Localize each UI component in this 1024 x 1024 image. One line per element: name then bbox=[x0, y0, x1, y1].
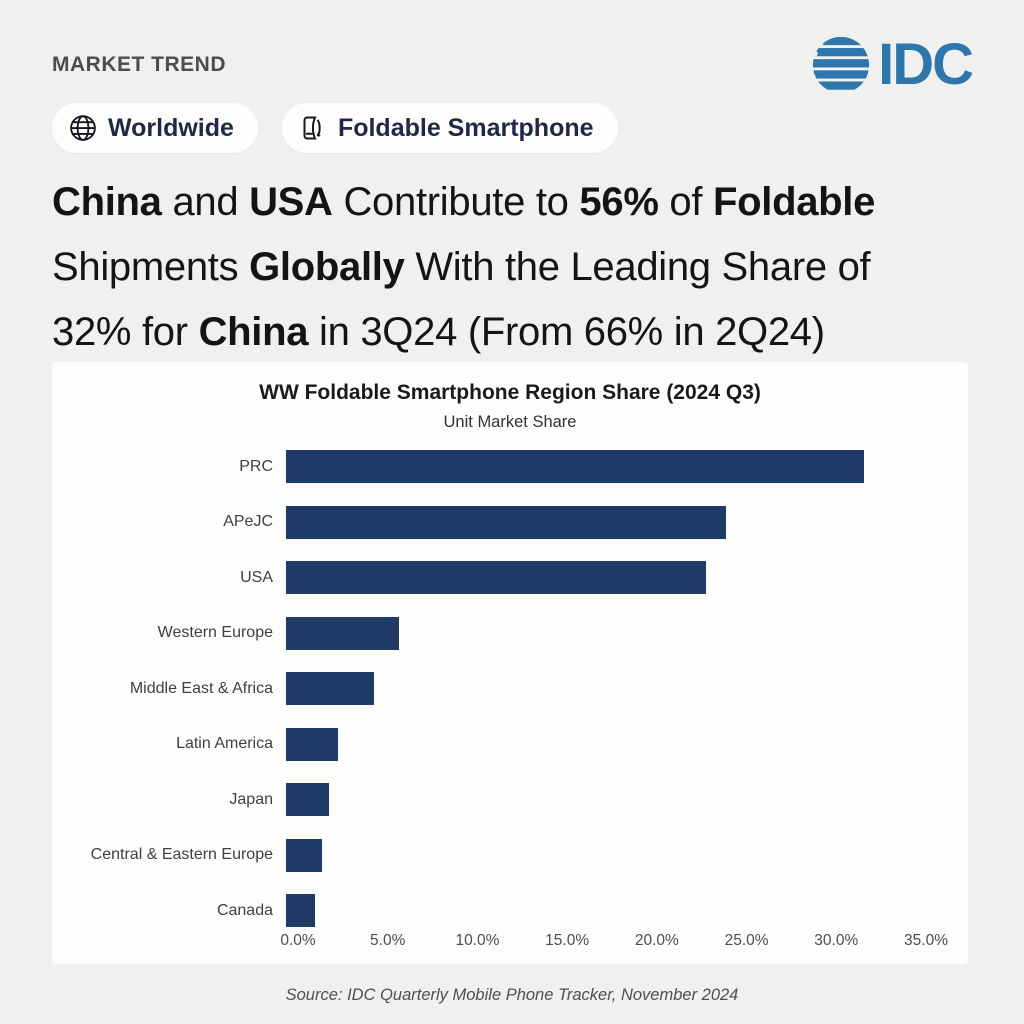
bar-track bbox=[286, 838, 914, 872]
chart-title: WW Foldable Smartphone Region Share (202… bbox=[259, 381, 761, 404]
category-label: Central & Eastern Europe bbox=[90, 846, 273, 864]
headline-line: Shipments Globally With the Leading Shar… bbox=[52, 245, 871, 289]
badge-foldable-smartphone: Foldable Smartphone bbox=[281, 103, 618, 153]
bar bbox=[286, 561, 706, 595]
source-note: Source: IDC Quarterly Mobile Phone Track… bbox=[285, 986, 739, 1004]
chart-row: Western Europe bbox=[52, 606, 968, 662]
idc-logo: IDC bbox=[810, 32, 974, 97]
chart-row: PRC bbox=[52, 439, 968, 495]
idc-globe-icon bbox=[810, 34, 872, 96]
chart-rows: PRC APeJC USA Western Europe Middle East & A… bbox=[52, 439, 968, 939]
bar bbox=[286, 838, 322, 872]
category-label: USA bbox=[240, 568, 273, 586]
axis-tick: 20.0% bbox=[634, 932, 679, 949]
headline-line: China and USA Contribute to 56% of Folda… bbox=[52, 180, 876, 224]
bar-track bbox=[286, 450, 914, 484]
category-label: PRC bbox=[239, 457, 273, 475]
badge-worldwide: Worldwide bbox=[52, 103, 258, 153]
idc-logo-text: IDC bbox=[878, 32, 974, 97]
bar bbox=[286, 616, 400, 650]
axis-tick: 0.0% bbox=[280, 932, 316, 949]
bar bbox=[286, 783, 330, 817]
badge-label: Worldwide bbox=[108, 113, 234, 142]
bar-track bbox=[286, 561, 914, 595]
category-label: APeJC bbox=[223, 513, 273, 531]
chart-row: Central & Eastern Europe bbox=[52, 828, 968, 884]
headline: China and USA Contribute to 56% of Folda… bbox=[52, 170, 982, 365]
category-label: Japan bbox=[229, 790, 273, 808]
eyebrow-label: MARKET TREND bbox=[52, 53, 226, 76]
chart-row: APeJC bbox=[52, 495, 968, 551]
chart-row: USA bbox=[52, 550, 968, 606]
headline-line: 32% for China in 3Q24 (From 66% in 2Q24) bbox=[52, 310, 825, 354]
bar bbox=[286, 727, 339, 761]
bar-track bbox=[286, 505, 914, 539]
chart-row: Latin America bbox=[52, 717, 968, 773]
category-label: Western Europe bbox=[157, 624, 273, 642]
foldable-phone-icon bbox=[298, 113, 328, 143]
category-label: Canada bbox=[216, 901, 273, 919]
bar bbox=[286, 505, 726, 539]
chart-card: WW Foldable Smartphone Region Share (202… bbox=[52, 362, 968, 964]
axis-tick: 35.0% bbox=[904, 932, 948, 949]
badge-label: Foldable Smartphone bbox=[337, 113, 594, 142]
axis-tick: 25.0% bbox=[724, 932, 769, 949]
axis-tick: 10.0% bbox=[455, 932, 500, 949]
bar-track bbox=[286, 672, 914, 706]
x-axis: 0.0% 5.0% 10.0% 15.0% 20.0% 25.0% 30.0% 35.0% bbox=[280, 932, 948, 954]
bar bbox=[286, 672, 374, 706]
badge-row: Worldwide Foldable Smartphone bbox=[52, 103, 618, 153]
chart-row: Middle East & Africa bbox=[52, 661, 968, 717]
category-label: Middle East & Africa bbox=[129, 679, 273, 697]
chart-row: Canada bbox=[52, 883, 968, 939]
chart-subtitle: Unit Market Share bbox=[443, 413, 577, 431]
bar bbox=[286, 450, 864, 484]
chart-row: Japan bbox=[52, 772, 968, 828]
bar-track bbox=[286, 616, 914, 650]
axis-tick: 30.0% bbox=[814, 932, 859, 949]
bar-track bbox=[286, 727, 914, 761]
axis-tick: 5.0% bbox=[370, 932, 406, 949]
bar-track bbox=[286, 783, 914, 817]
category-label: Latin America bbox=[176, 735, 273, 753]
globe-icon bbox=[68, 113, 98, 143]
bar-track bbox=[286, 894, 914, 928]
axis-tick: 15.0% bbox=[545, 932, 590, 949]
bar bbox=[286, 894, 315, 928]
